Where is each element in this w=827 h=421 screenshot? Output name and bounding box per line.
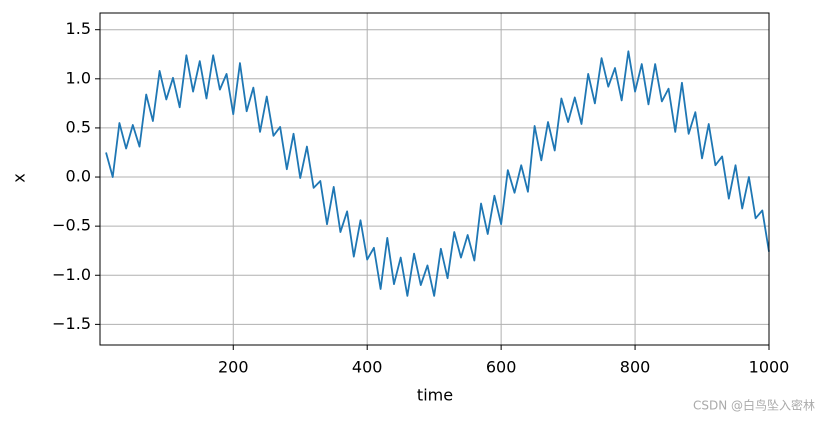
x-tick-label: 200 <box>218 358 249 377</box>
x-tick-label: 400 <box>352 358 383 377</box>
y-tick-label: −1.5 <box>52 314 91 333</box>
y-tick-label: 1.0 <box>66 68 91 87</box>
y-tick-label: −1.0 <box>52 265 91 284</box>
x-tick-label: 600 <box>486 358 517 377</box>
y-tick-label: 1.5 <box>66 19 91 38</box>
y-tick-label: 0.5 <box>66 117 91 136</box>
data-line <box>105 50 770 297</box>
x-tick-label: 800 <box>620 358 651 377</box>
plot-frame <box>99 12 770 346</box>
x-axis-label: time <box>417 386 453 405</box>
y-tick-label: −0.5 <box>52 216 91 235</box>
y-axis-label: x <box>10 173 29 182</box>
watermark: CSDN @白鸟坠入密林 <box>693 398 815 413</box>
y-tick-label: 0.0 <box>66 167 91 186</box>
x-tick-label: 1000 <box>749 358 790 377</box>
